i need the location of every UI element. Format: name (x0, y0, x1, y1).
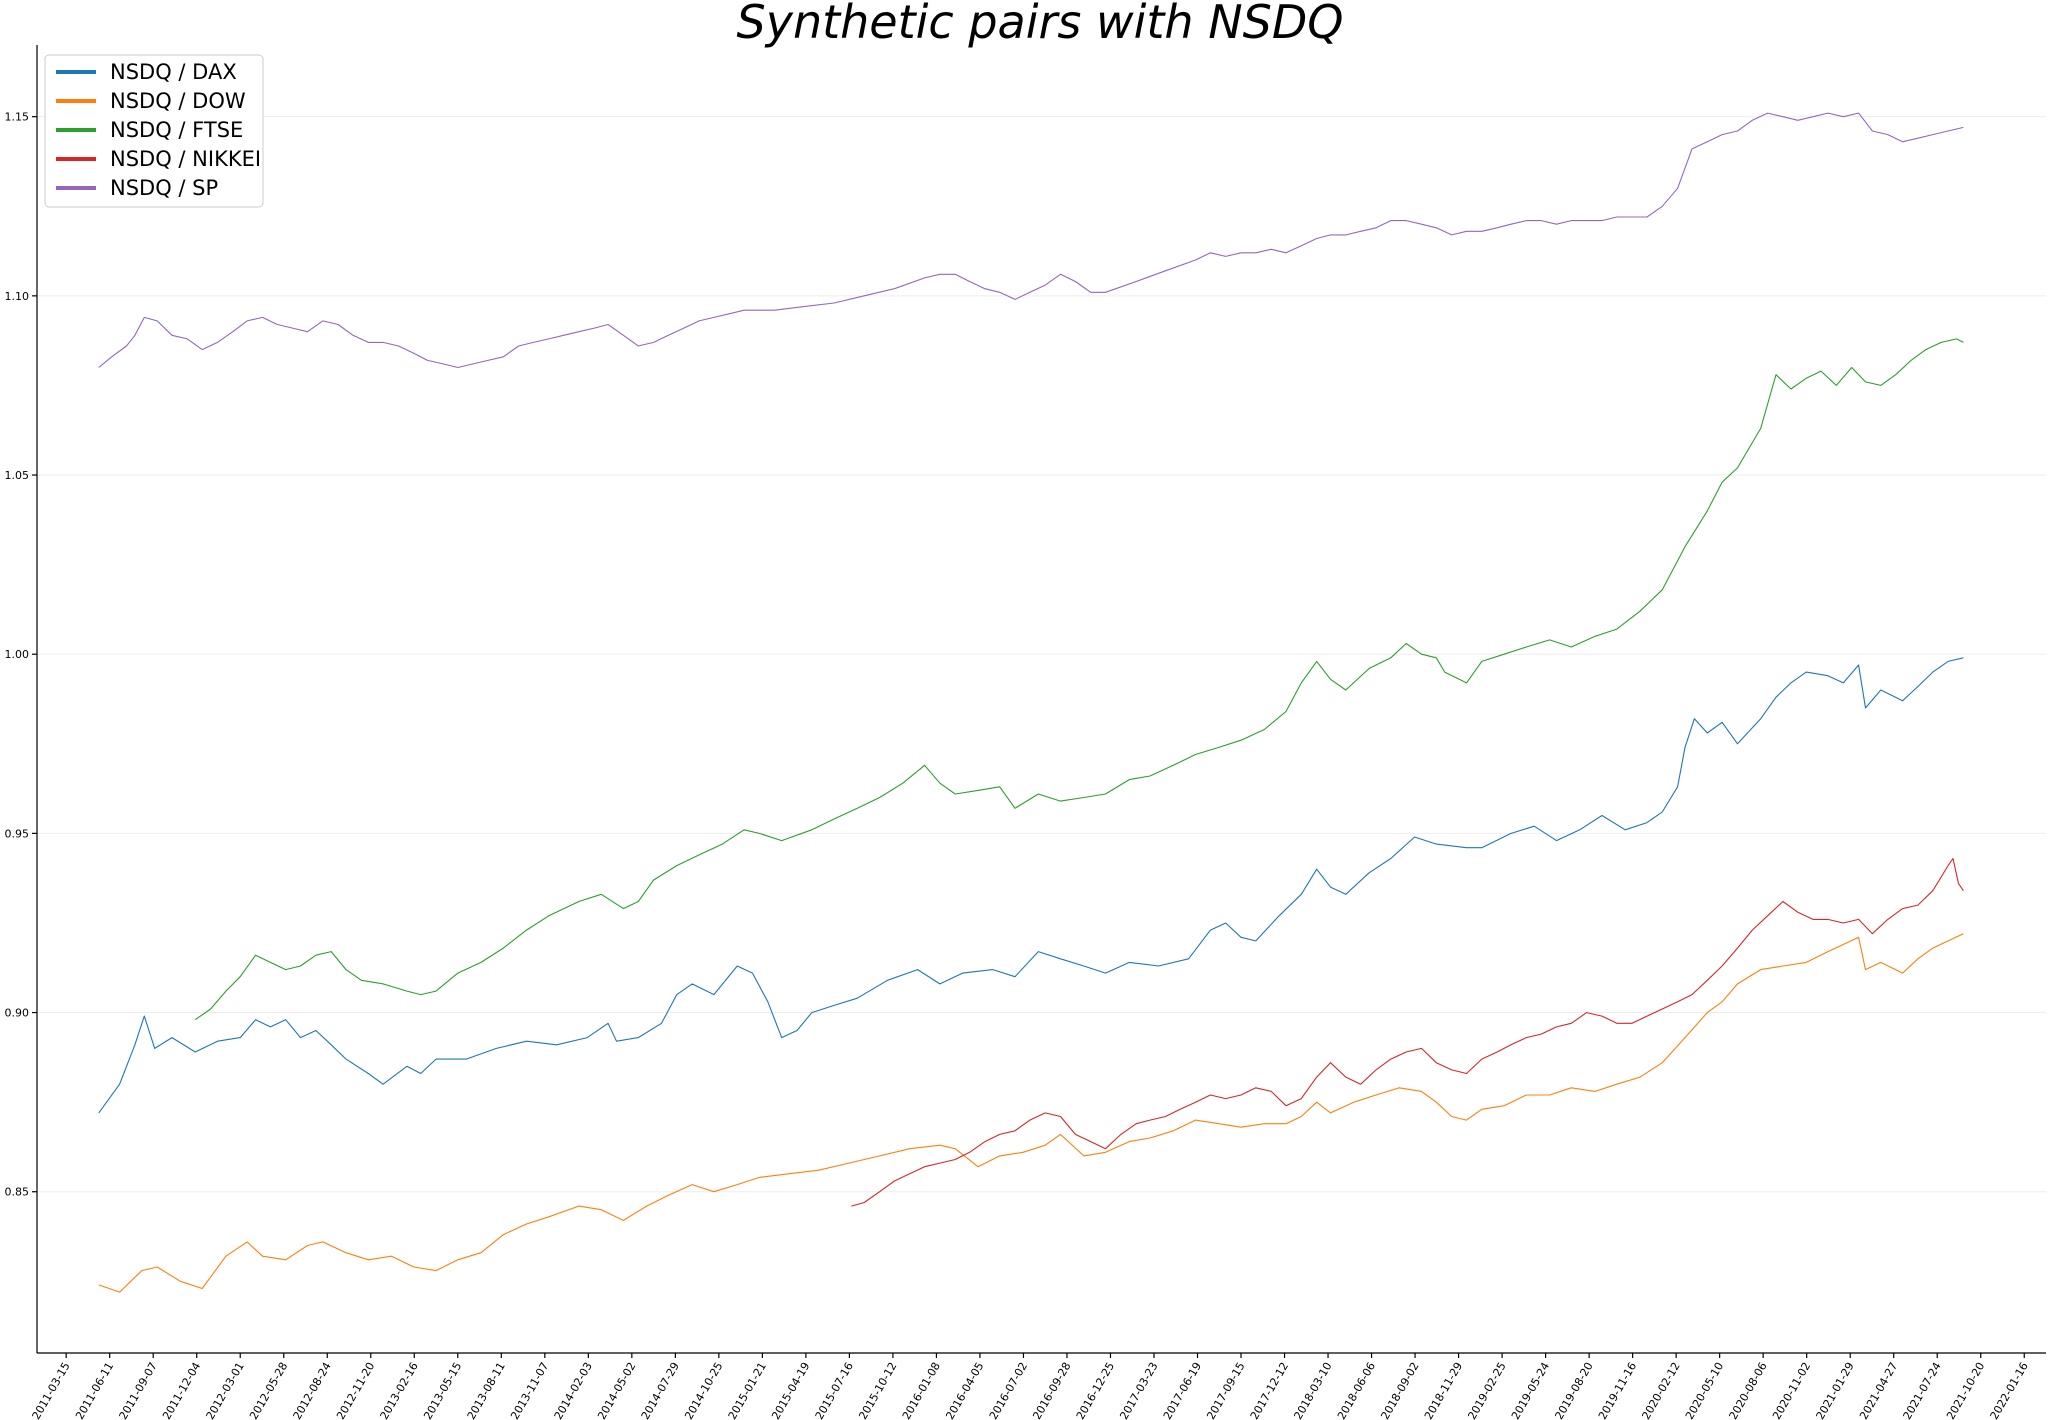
series-line-nsdq-dax (98, 657, 1964, 1114)
x-tick-label: 2017-09-15 (1204, 1360, 1247, 1420)
legend-label-nsdq-sp: NSDQ / SP (110, 176, 218, 200)
x-tick-label: 2015-07-16 (813, 1360, 856, 1420)
x-axis-ticks: 2011-03-15 2011-06-11 2011-09-07 2011-12-04… (30, 1353, 2031, 1420)
series-line-nsdq-sp (98, 112, 1964, 369)
x-tick-label: 2017-03-23 (1117, 1360, 1160, 1420)
x-tick-label: 2020-05-10 (1683, 1360, 1726, 1420)
x-tick-label: 2015-10-12 (856, 1360, 899, 1420)
axes (36, 45, 2046, 1354)
legend-label-nsdq-ftse: NSDQ / FTSE (110, 118, 243, 142)
x-tick-label: 2021-04-27 (1857, 1360, 1900, 1420)
y-tick-label: 1.15 (5, 111, 30, 124)
x-tick-label: 2015-01-21 (726, 1360, 769, 1420)
chart-title: Synthetic pairs with NSDQ (737, 0, 1344, 49)
x-tick-label: 2019-05-24 (1509, 1360, 1552, 1420)
x-tick-label: 2020-08-06 (1727, 1360, 1770, 1420)
x-tick-label: 2018-06-06 (1335, 1360, 1378, 1420)
x-tick-label: 2021-10-20 (1944, 1360, 1987, 1420)
x-tick-label: 2017-12-12 (1248, 1360, 1291, 1420)
legend-label-nsdq-dax: NSDQ / DAX (110, 60, 237, 84)
x-tick-label: 2011-09-07 (117, 1360, 160, 1420)
y-tick-label: 1.00 (5, 648, 30, 661)
y-tick-label: 0.85 (5, 1186, 30, 1199)
x-tick-label: 2013-05-15 (421, 1360, 464, 1420)
x-tick-label: 2012-08-24 (291, 1360, 334, 1420)
legend-box (44, 54, 264, 208)
x-tick-label: 2019-08-20 (1552, 1360, 1595, 1420)
x-tick-label: 2012-05-28 (247, 1360, 290, 1420)
x-tick-label: 2012-03-01 (204, 1360, 247, 1420)
x-tick-label: 2014-07-29 (639, 1360, 682, 1420)
x-tick-label: 2012-11-20 (334, 1360, 377, 1420)
grid-lines (37, 116, 2046, 1193)
x-tick-label: 2011-03-15 (30, 1360, 73, 1420)
x-tick-label: 2015-04-19 (769, 1360, 812, 1420)
x-tick-label: 2016-04-05 (943, 1360, 986, 1420)
x-tick-label: 2021-01-29 (1814, 1360, 1857, 1420)
legend: NSDQ / DAX NSDQ / DOW NSDQ / FTSE NSDQ / NI… (44, 54, 264, 208)
x-tick-label: 2014-05-02 (595, 1360, 638, 1420)
x-tick-label: 2016-07-02 (987, 1360, 1030, 1420)
x-tick-label: 2022-01-16 (1988, 1360, 2031, 1420)
series-line-nsdq-nikkei (851, 857, 1964, 1207)
x-tick-label: 2020-02-12 (1640, 1360, 1683, 1420)
x-tick-label: 2019-02-25 (1465, 1360, 1508, 1420)
x-tick-label: 2021-07-24 (1901, 1360, 1944, 1420)
legend-label-nsdq-nikkei: NSDQ / NIKKEI (110, 147, 261, 171)
x-tick-label: 2014-10-25 (682, 1360, 725, 1420)
x-tick-label: 2011-12-04 (160, 1360, 203, 1420)
x-tick-label: 2016-12-25 (1074, 1360, 1117, 1420)
y-tick-label: 1.05 (5, 469, 30, 482)
legend-label-nsdq-dow: NSDQ / DOW (110, 89, 246, 113)
x-tick-label: 2018-11-29 (1422, 1360, 1465, 1420)
series-lines (98, 112, 1964, 1293)
x-tick-label: 2019-11-16 (1596, 1360, 1639, 1420)
x-tick-label: 2013-11-07 (508, 1360, 551, 1420)
x-tick-label: 2018-09-02 (1378, 1360, 1421, 1420)
x-tick-label: 2016-09-28 (1030, 1360, 1073, 1420)
x-tick-label: 2016-01-08 (900, 1360, 943, 1420)
y-axis-ticks: 0.85 0.90 0.95 1.00 1.05 1.10 1.15 (5, 111, 37, 1199)
x-tick-label: 2013-08-11 (465, 1360, 508, 1420)
x-tick-label: 2013-02-16 (378, 1360, 421, 1420)
x-tick-label: 2014-02-03 (552, 1360, 595, 1420)
x-tick-label: 2017-06-19 (1161, 1360, 1204, 1420)
x-tick-label: 2011-06-11 (73, 1360, 116, 1420)
y-tick-label: 1.10 (5, 290, 30, 303)
y-tick-label: 0.90 (5, 1007, 30, 1020)
series-line-nsdq-ftse (194, 338, 1964, 1021)
x-tick-label: 2020-11-02 (1770, 1360, 1813, 1420)
x-tick-label: 2018-03-10 (1291, 1360, 1334, 1420)
series-line-nsdq-dow (98, 933, 1964, 1293)
y-tick-label: 0.95 (5, 827, 30, 840)
